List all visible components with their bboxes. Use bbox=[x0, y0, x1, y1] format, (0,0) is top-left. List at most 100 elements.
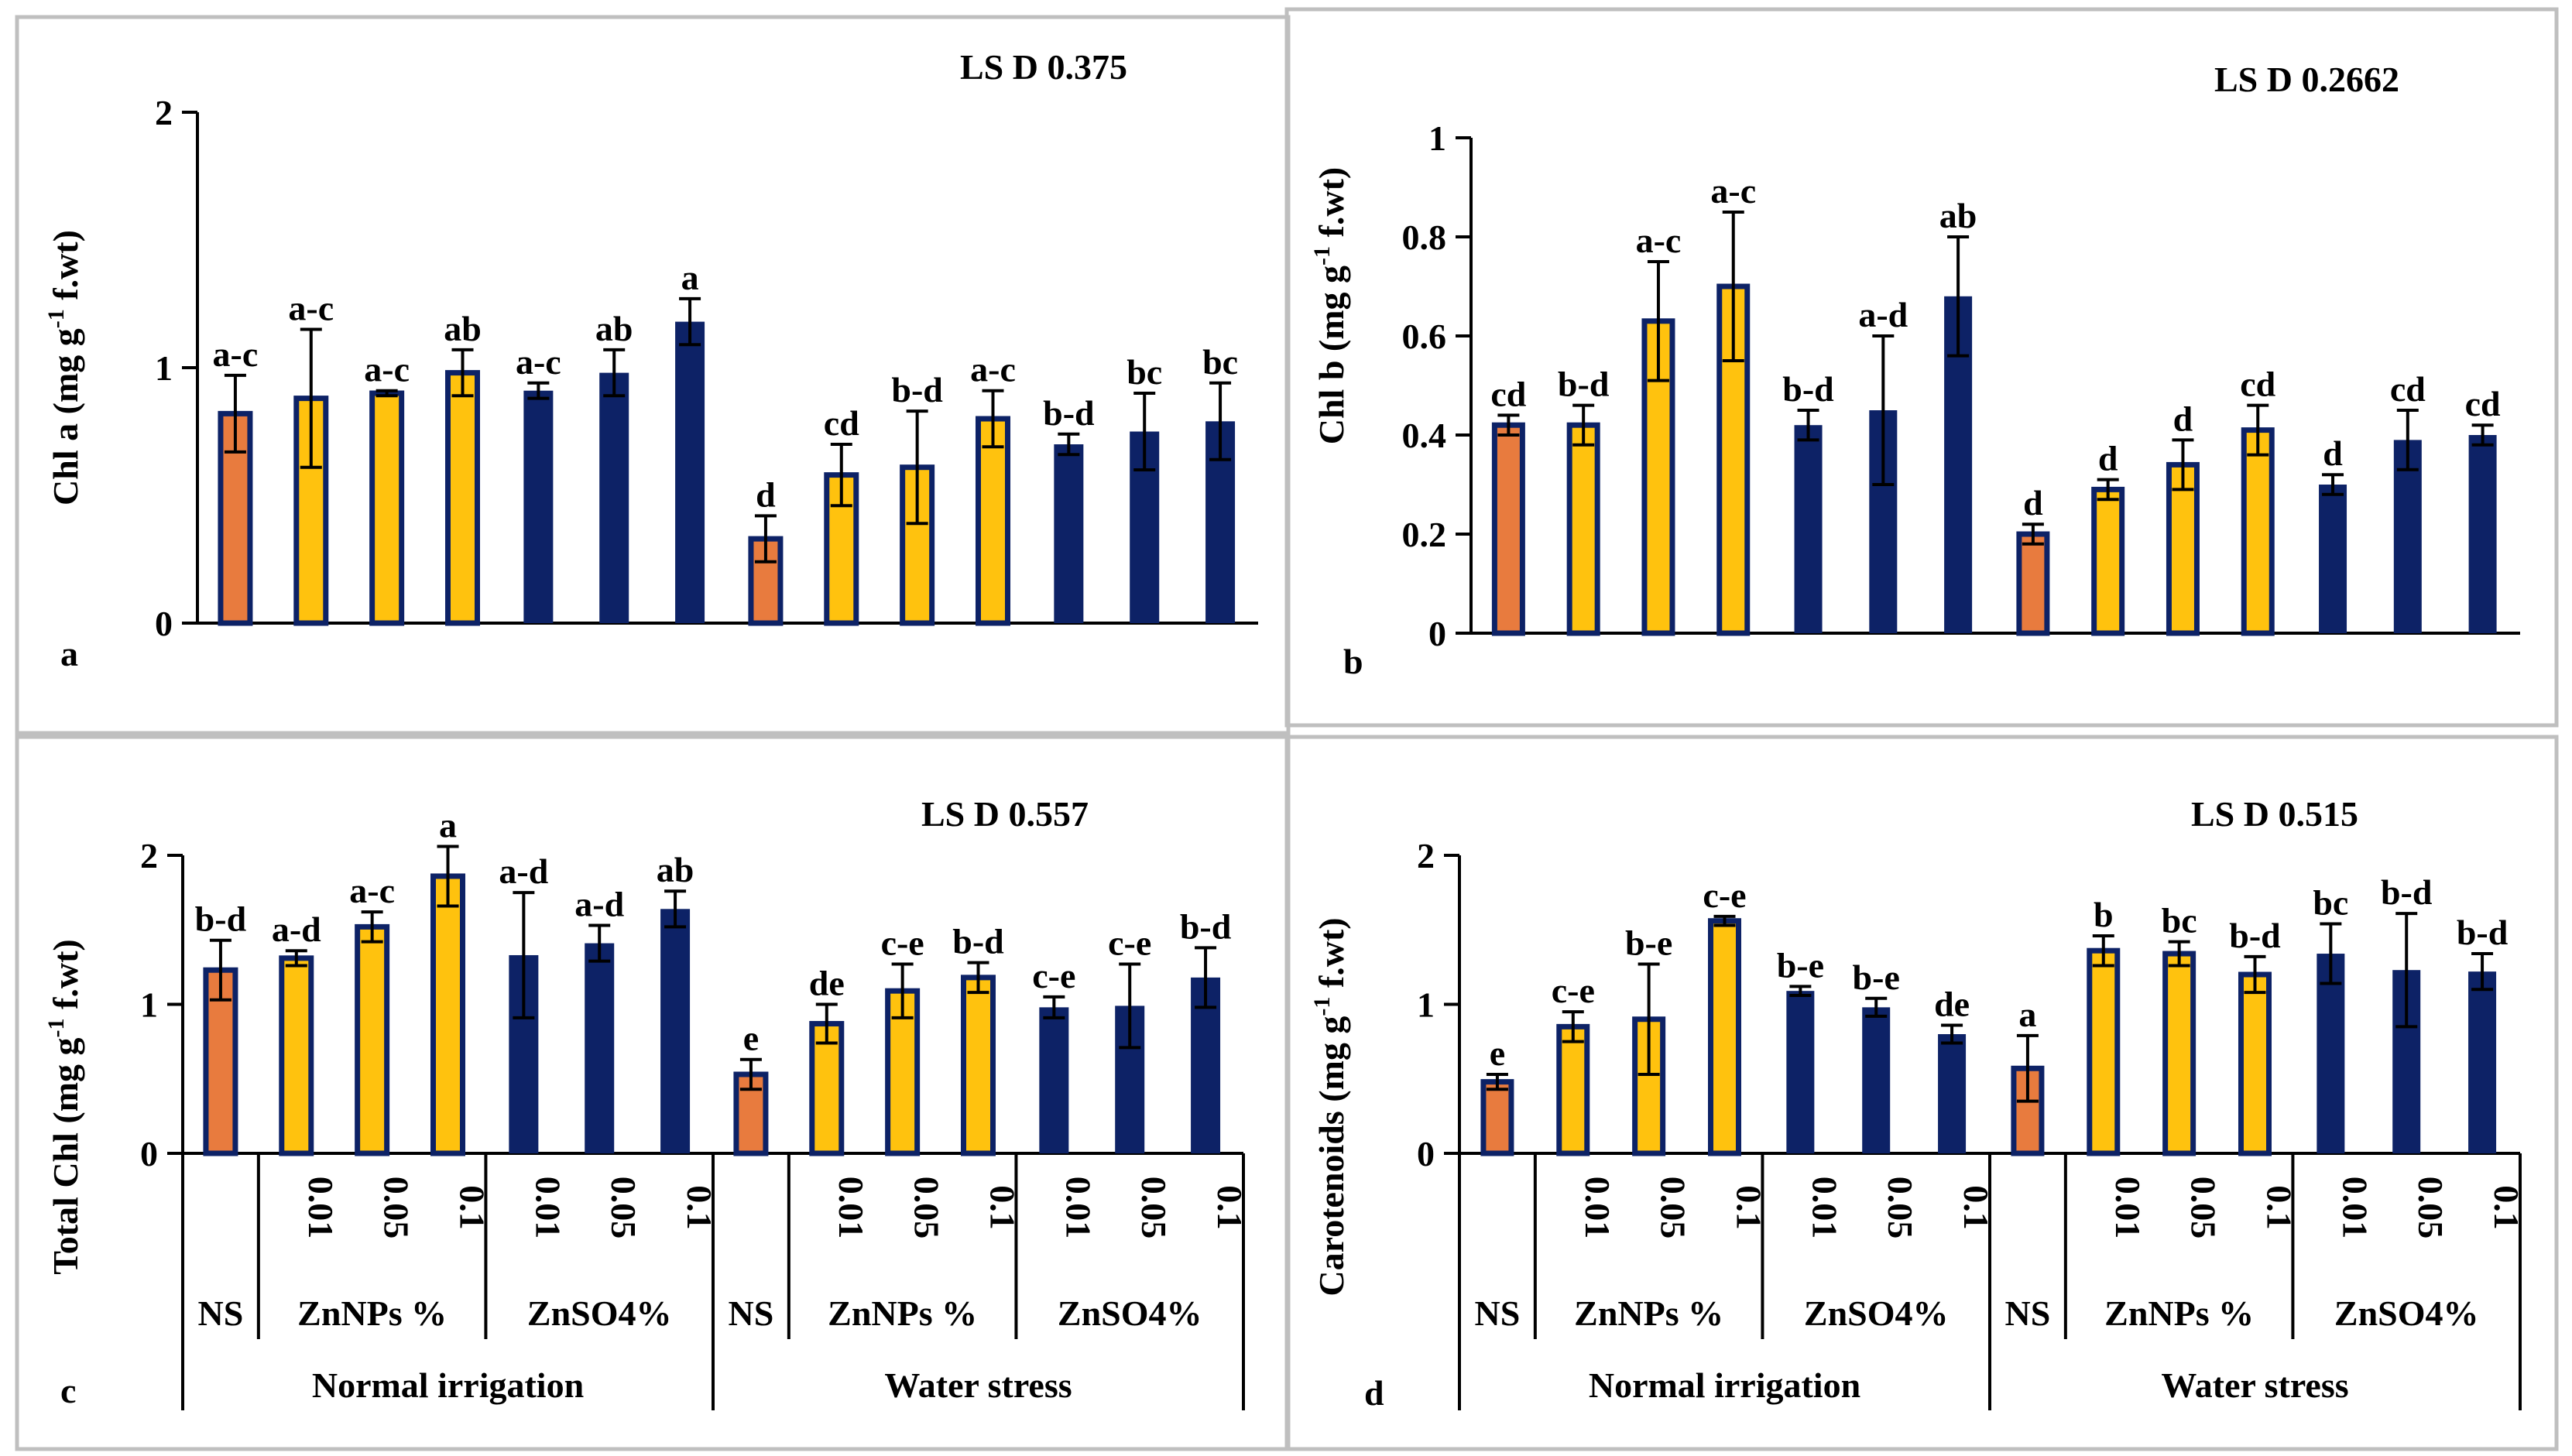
significance-letter: ab bbox=[595, 309, 633, 348]
group-label-znso4: ZnSO4% bbox=[1058, 1293, 1202, 1333]
significance-letter: a-c bbox=[1636, 221, 1682, 260]
significance-letter: bc bbox=[1202, 342, 1238, 382]
significance-letter: ab bbox=[1939, 196, 1977, 235]
significance-letter: bc bbox=[2162, 901, 2197, 940]
significance-letter: c-e bbox=[1108, 923, 1151, 963]
bar bbox=[1054, 444, 1084, 623]
concentration-label: 0.01 bbox=[528, 1177, 568, 1239]
bar bbox=[585, 943, 615, 1153]
bar bbox=[2319, 485, 2347, 633]
bar bbox=[660, 909, 691, 1153]
panel-border bbox=[1284, 735, 2559, 1451]
concentration-label: 0.1 bbox=[1730, 1185, 1769, 1230]
group-label-znso4: ZnSO4% bbox=[527, 1293, 672, 1333]
bar bbox=[599, 372, 629, 623]
concentration-label: 0.1 bbox=[1210, 1185, 1250, 1230]
significance-letter: cd bbox=[2240, 365, 2275, 404]
significance-letter: a bbox=[681, 258, 699, 297]
y-tick-label: 0 bbox=[1417, 1134, 1435, 1173]
bar bbox=[748, 536, 784, 626]
irrigation-label-normal: Normal irrigation bbox=[312, 1365, 584, 1405]
concentration-label: 0.01 bbox=[1578, 1177, 1617, 1239]
y-tick-label: 1 bbox=[140, 985, 158, 1025]
y-tick-label: 2 bbox=[1417, 836, 1435, 875]
significance-letter: d bbox=[756, 474, 776, 514]
bar bbox=[430, 873, 465, 1156]
significance-letter: d bbox=[2098, 439, 2118, 478]
concentration-label: 0.05 bbox=[907, 1177, 947, 1239]
significance-letter: d bbox=[2173, 399, 2193, 438]
concentration-label: 0.01 bbox=[2108, 1177, 2148, 1239]
group-label-znnps: ZnNPs % bbox=[1574, 1293, 1723, 1333]
concentration-label: 0.05 bbox=[604, 1177, 643, 1239]
significance-letter: a bbox=[2018, 995, 2036, 1034]
group-label-znnps: ZnNPs % bbox=[2104, 1293, 2254, 1333]
significance-letter: cd bbox=[2465, 384, 2501, 423]
y-tick-label: 2 bbox=[140, 836, 158, 875]
significance-letter: b-d bbox=[2381, 872, 2433, 912]
lsd-label: LS D 0.2662 bbox=[2214, 60, 2399, 99]
bar bbox=[2468, 971, 2497, 1153]
significance-letter: b-d bbox=[1180, 906, 1232, 946]
concentration-label: 0.05 bbox=[1881, 1177, 1920, 1239]
bar bbox=[1556, 1023, 1590, 1156]
bar bbox=[2087, 947, 2121, 1156]
significance-letter: ab bbox=[444, 309, 482, 348]
significance-letter: bc bbox=[2313, 883, 2348, 923]
irrigation-label-stress: Water stress bbox=[2161, 1365, 2348, 1405]
concentration-label: 0.01 bbox=[301, 1177, 341, 1239]
panel-border bbox=[1284, 7, 2559, 728]
bar bbox=[523, 390, 554, 623]
significance-letter: b-d bbox=[195, 899, 247, 939]
bar bbox=[1862, 1007, 1891, 1153]
y-axis-label: Total Chl (mg g-1 f.wt) bbox=[43, 939, 85, 1274]
bar bbox=[2162, 951, 2196, 1156]
bar bbox=[1039, 1007, 1069, 1153]
significance-letter: cd bbox=[2390, 369, 2426, 409]
group-label-znnps: ZnNPs % bbox=[297, 1293, 447, 1333]
group-label-ns: NS bbox=[1475, 1293, 1521, 1333]
y-tick-label: 0 bbox=[155, 604, 173, 643]
significance-letter: a-c bbox=[349, 871, 395, 910]
significance-letter: c-e bbox=[1032, 956, 1075, 995]
significance-letter: b-d bbox=[952, 922, 1004, 961]
significance-letter: de bbox=[1934, 984, 1970, 1023]
concentration-label: 0.05 bbox=[377, 1177, 417, 1239]
lsd-label: LS D 0.375 bbox=[960, 47, 1127, 87]
significance-letter: a-c bbox=[516, 342, 561, 382]
concentration-label: 0.1 bbox=[983, 1185, 1023, 1230]
concentration-label: 0.1 bbox=[2260, 1185, 2299, 1230]
significance-letter: a-d bbox=[1858, 295, 1908, 334]
panel-tag: b bbox=[1343, 642, 1363, 681]
significance-letter: b-d bbox=[2229, 916, 2281, 955]
y-axis-label: Chl b (mg g-1 f.wt) bbox=[1309, 167, 1351, 445]
significance-letter: b-d bbox=[1558, 365, 1610, 404]
panel-tag: c bbox=[60, 1371, 76, 1410]
concentration-label: 0.1 bbox=[2487, 1185, 2526, 1230]
significance-letter: c-e bbox=[881, 923, 924, 963]
bar bbox=[279, 955, 314, 1156]
significance-letter: b bbox=[2094, 895, 2114, 934]
significance-letter: b-e bbox=[1777, 945, 1824, 985]
significance-letter: a-c bbox=[213, 334, 259, 374]
significance-letter: a-d bbox=[499, 851, 548, 891]
significance-letter: cd bbox=[824, 403, 859, 443]
significance-letter: a bbox=[439, 805, 457, 844]
concentration-label: 0.1 bbox=[453, 1185, 492, 1230]
bar bbox=[2468, 435, 2497, 633]
significance-letter: b-d bbox=[2457, 913, 2509, 952]
significance-letter: d bbox=[2023, 483, 2043, 522]
concentration-label: 0.05 bbox=[2184, 1177, 2224, 1239]
lsd-label: LS D 0.515 bbox=[2191, 794, 2358, 834]
significance-letter: b-e bbox=[1625, 923, 1672, 963]
significance-letter: ab bbox=[657, 850, 694, 889]
irrigation-label-normal: Normal irrigation bbox=[1589, 1365, 1860, 1405]
y-tick-label: 0.8 bbox=[1402, 218, 1447, 257]
bar bbox=[1491, 422, 1525, 636]
y-axis-label: Carotenoids (mg g-1 f.wt) bbox=[1309, 917, 1351, 1296]
y-tick-label: 1 bbox=[1428, 118, 1446, 158]
significance-letter: b-d bbox=[891, 370, 943, 409]
concentration-label: 0.05 bbox=[2411, 1177, 2450, 1239]
significance-letter: b-d bbox=[1782, 369, 1834, 409]
